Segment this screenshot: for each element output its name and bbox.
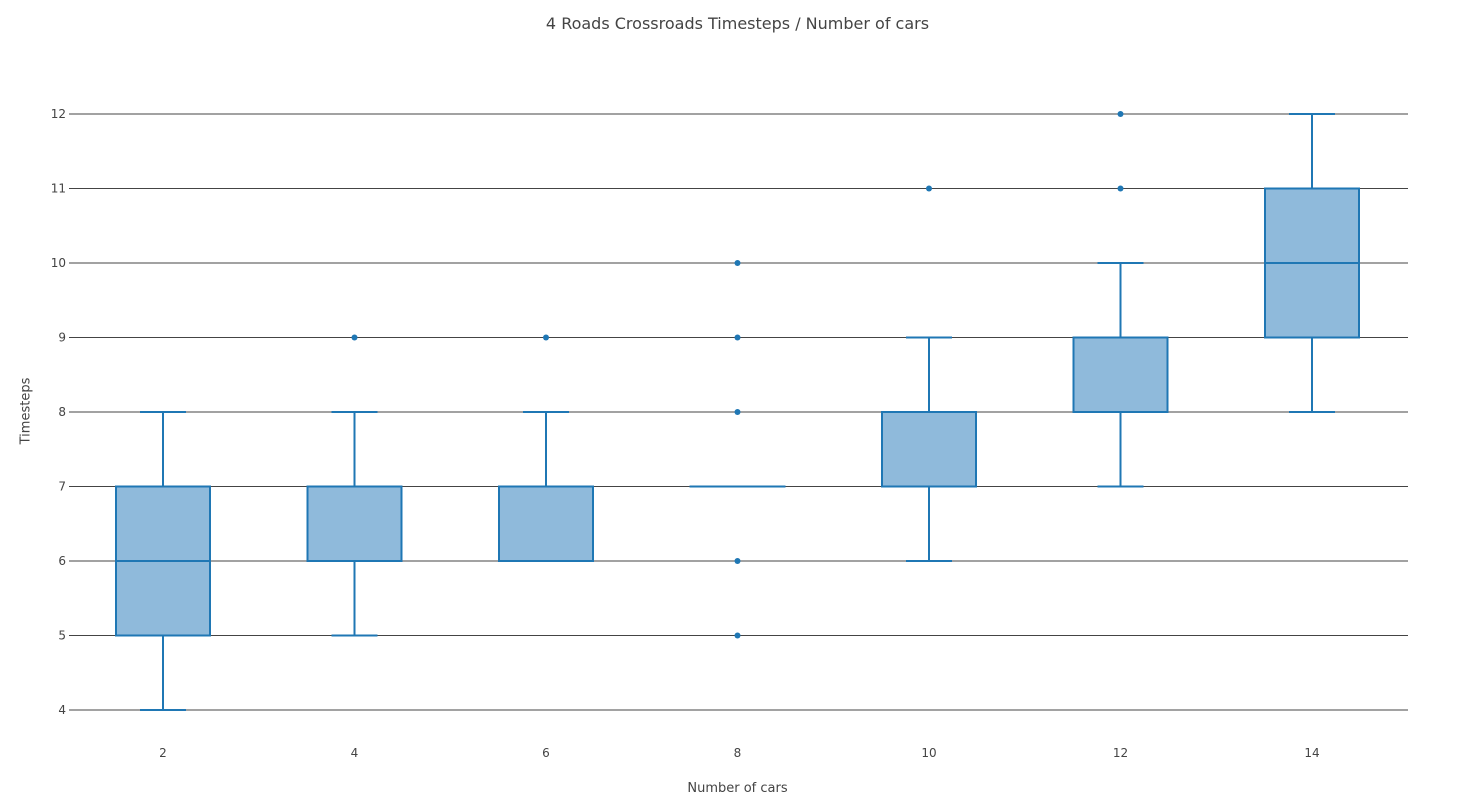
box-layer: [115, 111, 1360, 711]
y-tick-label: 4: [58, 703, 66, 717]
box-plot-14: [1264, 113, 1360, 413]
box-iqr: [1072, 336, 1169, 413]
outlier-point: [734, 632, 741, 639]
y-tick-label: 10: [51, 256, 66, 270]
x-tick-label: 4: [351, 746, 359, 760]
y-tick-label: 11: [51, 182, 66, 196]
x-tick-label: 6: [542, 746, 550, 760]
outlier-point: [1117, 111, 1124, 117]
box-iqr: [881, 411, 977, 488]
outlier-point: [734, 409, 741, 415]
box-plot-6: [498, 334, 594, 562]
outlier-point: [734, 558, 741, 564]
chart-title: 4 Roads Crossroads Timesteps / Number of…: [545, 14, 930, 33]
x-tick-label: 12: [1113, 746, 1128, 760]
x-tick-label: 8: [734, 746, 742, 760]
box-plot-2: [115, 411, 211, 711]
y-tick-label: 6: [58, 554, 66, 568]
box-iqr: [306, 485, 403, 562]
box-iqr: [498, 485, 594, 562]
y-tick-label: 5: [58, 629, 66, 643]
x-tick-labels: 2 4 6 8 10 12 14: [159, 746, 1319, 760]
box-plot-10: [881, 185, 977, 562]
x-axis-title: Number of cars: [687, 781, 788, 796]
outlier-point: [734, 334, 741, 341]
box-plot-4: [306, 334, 403, 637]
y-tick-label: 9: [58, 331, 66, 345]
outlier-point: [1117, 185, 1124, 192]
y-tick-labels: 4 5 6 7 8 9 10 11 12: [51, 107, 66, 717]
x-tick-label: 2: [159, 746, 167, 760]
x-tick-label: 14: [1304, 746, 1319, 760]
outlier-point: [926, 185, 932, 192]
outlier-point: [351, 334, 358, 341]
outlier-point: [734, 260, 741, 266]
x-tick-label: 10: [921, 746, 936, 760]
box-plot-8: [689, 260, 786, 639]
y-tick-label: 7: [58, 480, 66, 494]
outlier-point: [543, 334, 549, 341]
y-tick-label: 12: [51, 107, 66, 121]
box-plot-12: [1072, 111, 1169, 488]
y-tick-label: 8: [58, 405, 66, 419]
